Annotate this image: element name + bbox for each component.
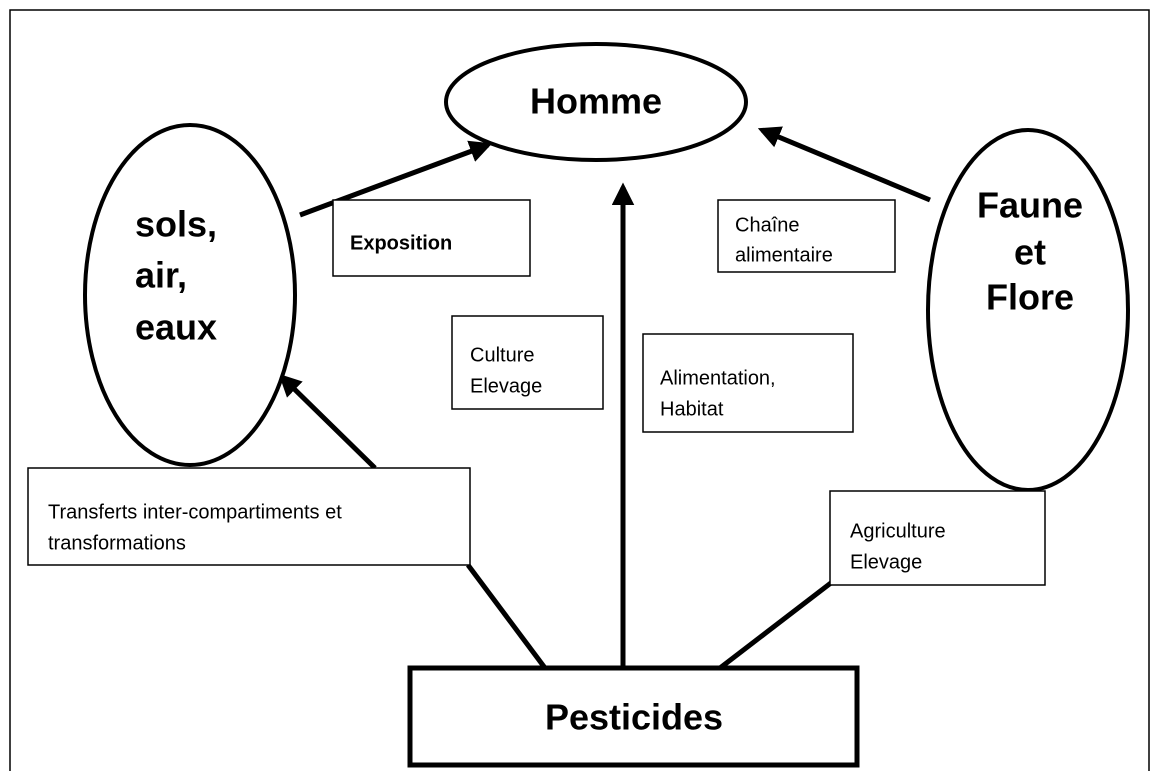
node-text: Flore (986, 277, 1074, 318)
node-faune (926, 128, 1130, 492)
node-text: Pesticides (545, 697, 723, 738)
node-text: et (1014, 232, 1046, 273)
label-box (451, 315, 604, 410)
node-milieu (83, 123, 297, 467)
frame (9, 9, 1150, 771)
label-box (332, 199, 531, 277)
node-text: air, (135, 255, 187, 296)
label-text: Agriculture (850, 520, 946, 542)
label-box (717, 199, 896, 273)
arrow (299, 140, 493, 218)
arrow (757, 126, 931, 203)
label-text: Transferts inter-compartiments et (48, 501, 342, 523)
label-text: Elevage (470, 375, 542, 397)
label-text: Culture (470, 344, 534, 366)
node-text: sols, (135, 204, 217, 245)
label-text: transformations (48, 532, 186, 554)
node-homme (444, 42, 748, 162)
label-text: Chaîne (735, 214, 800, 236)
node-text: Faune (977, 185, 1083, 226)
label-box (829, 490, 1046, 586)
node-pesticides (407, 665, 860, 768)
label-text: Exposition (350, 232, 452, 254)
node-text: eaux (135, 307, 217, 348)
label-box (642, 333, 854, 433)
label-text: Alimentation, (660, 367, 776, 389)
label-text: Habitat (660, 398, 724, 420)
label-text: alimentaire (735, 244, 833, 266)
node-text: Homme (530, 81, 662, 122)
label-text: Elevage (850, 551, 922, 573)
connector (465, 563, 548, 670)
arrow (278, 373, 377, 470)
label-box (27, 467, 471, 566)
